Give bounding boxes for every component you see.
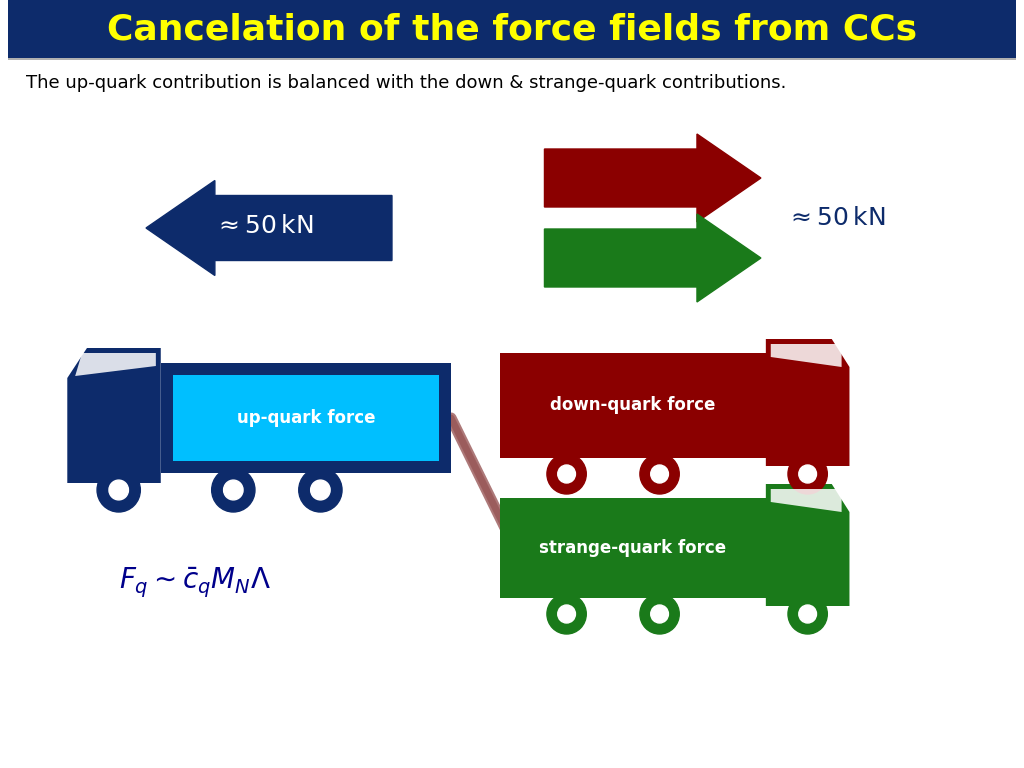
Bar xyxy=(500,498,766,598)
Polygon shape xyxy=(771,344,842,367)
Circle shape xyxy=(299,468,342,512)
FancyBboxPatch shape xyxy=(173,375,439,461)
Circle shape xyxy=(109,480,128,500)
Text: $F_q \sim \bar{c}_q M_N \Lambda$: $F_q \sim \bar{c}_q M_N \Lambda$ xyxy=(119,566,271,600)
Text: up-quark force: up-quark force xyxy=(237,409,375,427)
Circle shape xyxy=(640,454,679,494)
FancyBboxPatch shape xyxy=(510,363,756,448)
Polygon shape xyxy=(68,348,161,483)
Circle shape xyxy=(97,468,140,512)
Circle shape xyxy=(799,465,816,483)
Circle shape xyxy=(788,454,827,494)
Circle shape xyxy=(223,480,243,500)
Circle shape xyxy=(310,480,330,500)
Circle shape xyxy=(640,594,679,634)
FancyArrow shape xyxy=(146,180,392,276)
Text: The up-quark contribution is balanced with the down & strange-quark contribution: The up-quark contribution is balanced wi… xyxy=(26,74,786,92)
Bar xyxy=(8,58,1016,60)
Circle shape xyxy=(547,454,587,494)
Circle shape xyxy=(799,605,816,623)
Polygon shape xyxy=(771,489,842,512)
Polygon shape xyxy=(75,353,156,376)
Text: $\approx 50\,\mathrm{kN}$: $\approx 50\,\mathrm{kN}$ xyxy=(785,206,885,230)
Circle shape xyxy=(212,468,255,512)
Text: strange-quark force: strange-quark force xyxy=(540,539,727,557)
FancyBboxPatch shape xyxy=(510,508,756,588)
Bar xyxy=(161,363,451,473)
Circle shape xyxy=(650,605,669,623)
Circle shape xyxy=(558,465,575,483)
FancyArrow shape xyxy=(545,134,761,222)
Text: down-quark force: down-quark force xyxy=(550,396,716,415)
Text: $\approx 50\,\mathrm{kN}$: $\approx 50\,\mathrm{kN}$ xyxy=(214,214,313,238)
Circle shape xyxy=(558,605,575,623)
Circle shape xyxy=(788,594,827,634)
Bar xyxy=(8,0,1016,58)
Text: Cancelation of the force fields from CCs: Cancelation of the force fields from CCs xyxy=(106,12,918,46)
Polygon shape xyxy=(766,339,850,466)
Circle shape xyxy=(547,594,587,634)
FancyArrow shape xyxy=(545,214,761,302)
Polygon shape xyxy=(766,484,850,606)
Circle shape xyxy=(650,465,669,483)
Bar xyxy=(500,353,766,458)
